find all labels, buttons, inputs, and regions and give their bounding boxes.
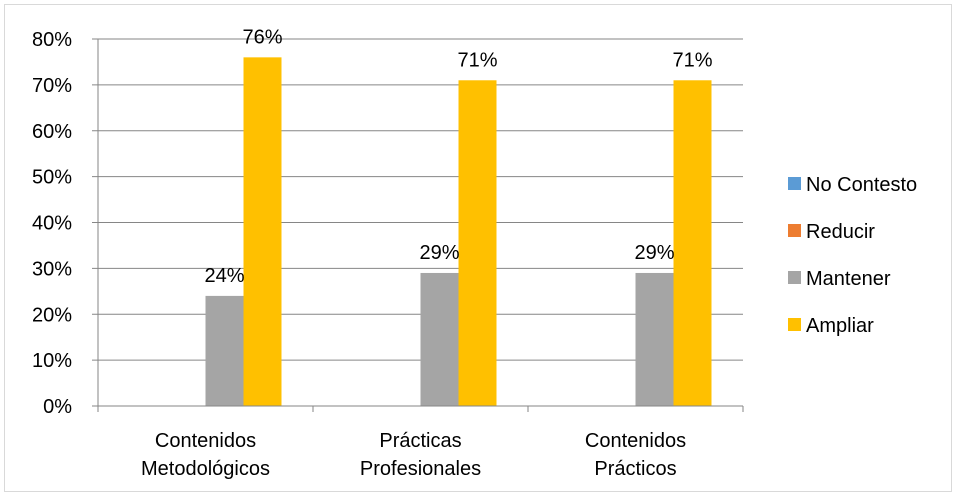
legend-label: No Contesto [806, 174, 917, 196]
legend: No Contesto Reducir Mantener Ampliar [788, 174, 917, 337]
y-tick-label: 70% [32, 75, 72, 97]
bars [205, 57, 712, 406]
bar-mantener [420, 272, 459, 406]
data-label: 71% [672, 49, 712, 71]
legend-swatch [788, 318, 801, 331]
bar-ampliar [458, 80, 497, 406]
bar-mantener [635, 272, 674, 406]
data-label: 29% [634, 242, 674, 264]
y-axis: 0% 10% 20% 30% 40% 50% 60% 70% 80% [32, 29, 99, 418]
x-axis: Contenidos Metodológicos Prácticas Profesio… [97, 405, 744, 480]
bar-mantener [205, 295, 244, 406]
y-tick-label: 80% [32, 29, 72, 51]
data-label: 71% [457, 49, 497, 71]
y-tick-label: 10% [32, 350, 72, 372]
y-tick-label: 20% [32, 304, 72, 326]
bar-ampliar [673, 80, 712, 406]
x-category-label: Contenidos Metodológicos [141, 430, 270, 480]
y-tick-label: 50% [32, 167, 72, 189]
data-label: 24% [204, 265, 244, 287]
data-labels: 24% 76% 29% 71% 29% 71% [204, 26, 712, 287]
legend-label: Ampliar [806, 315, 874, 337]
bar-ampliar [243, 57, 282, 406]
data-label: 29% [419, 242, 459, 264]
x-category-label: Contenidos Prácticos [585, 430, 686, 480]
legend-swatch [788, 224, 801, 237]
y-tick-label: 60% [32, 121, 72, 143]
y-tick-label: 30% [32, 258, 72, 280]
y-tick-label: 40% [32, 213, 72, 235]
data-label: 76% [242, 26, 282, 48]
y-tick-label: 0% [43, 396, 72, 418]
legend-label: Mantener [806, 268, 891, 290]
legend-swatch [788, 271, 801, 284]
legend-label: Reducir [806, 221, 875, 243]
x-category-label: Prácticas Profesionales [360, 430, 481, 480]
legend-swatch [788, 177, 801, 190]
